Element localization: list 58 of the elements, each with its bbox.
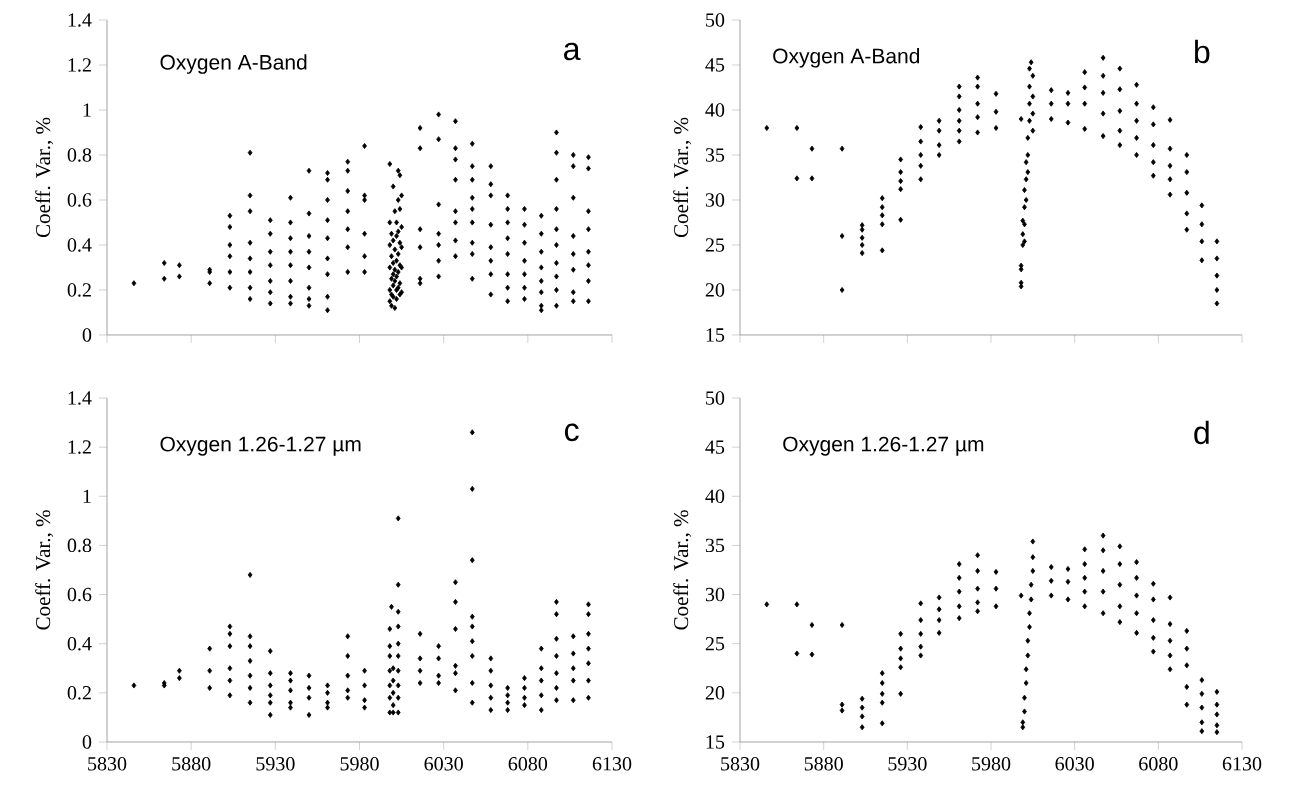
x-tick-label: 5880 xyxy=(804,757,843,771)
text: Oxygen 1.26-1.27 µm xyxy=(160,436,361,456)
x-tick-label: 5930 xyxy=(256,757,295,771)
y-tick-label: 50 xyxy=(706,391,725,405)
y-tick-label: 0.4 xyxy=(67,636,92,651)
y-tick-label: 15 xyxy=(706,735,725,749)
y-tick-label: 30 xyxy=(705,193,725,207)
y-tick-label: 0.2 xyxy=(67,686,91,700)
annotation: c xyxy=(564,423,579,442)
x-tick-label: 5930 xyxy=(888,757,927,771)
x-tick-label: 6030 xyxy=(1055,757,1094,771)
y-tick-label: 45 xyxy=(705,440,725,454)
y-tick-label: 30 xyxy=(705,587,725,602)
text: Oxygen 1.26-1.27 µm xyxy=(783,436,984,456)
y-tick-label: 0.2 xyxy=(67,283,91,297)
y-tick-label: 0.6 xyxy=(67,587,92,602)
y-tick-label: 0 xyxy=(82,735,92,749)
annotation: a xyxy=(564,42,581,61)
y-axis-title: Coeff. Var., % xyxy=(35,510,54,630)
y-tick-label: 25 xyxy=(705,238,725,252)
y-tick-label: 15 xyxy=(706,328,725,342)
x-tick-label: 6030 xyxy=(424,757,463,771)
y-tick-label: 40 xyxy=(705,489,725,504)
y-axis-title: Coeff. Var., % xyxy=(673,510,692,630)
y-tick-label: 1.4 xyxy=(68,13,92,27)
annotation: b xyxy=(1195,39,1210,64)
x-tick-label: 5880 xyxy=(172,757,211,771)
x-tick-label: 6080 xyxy=(1139,757,1178,771)
text: Oxygen A-Band xyxy=(773,48,920,68)
y-tick-label: 25 xyxy=(705,636,725,651)
y-tick-label: 35 xyxy=(705,538,725,553)
y-tick-label: 35 xyxy=(705,148,725,162)
y-tick-label: 0.6 xyxy=(67,193,92,207)
y-tick-label: 0.8 xyxy=(67,538,92,553)
y-tick-label: 20 xyxy=(705,686,725,700)
x-tick-label: 6080 xyxy=(508,757,548,771)
x-tick-label: 6130 xyxy=(592,757,632,771)
y-tick-label: 1 xyxy=(83,103,91,117)
y-axis-title: Coeff. Var., % xyxy=(35,117,54,238)
y-tick-label: 1.2 xyxy=(68,58,91,72)
x-tick-label: 5980 xyxy=(972,757,1011,771)
y-tick-label: 1.4 xyxy=(68,391,92,405)
y-tick-label: 45 xyxy=(705,58,725,72)
x-tick-label: 6130 xyxy=(1222,757,1262,771)
text: Oxygen A-Band xyxy=(160,54,307,74)
x-tick-label: 5980 xyxy=(340,757,379,771)
y-tick-label: 0.8 xyxy=(67,148,92,162)
x-tick-label: 5830 xyxy=(88,757,127,771)
y-tick-label: 1.2 xyxy=(68,440,91,454)
y-tick-label: 0.4 xyxy=(67,238,92,252)
annotation: d xyxy=(1194,420,1209,445)
y-tick-label: 1 xyxy=(83,489,91,503)
y-tick-label: 40 xyxy=(705,103,725,117)
y-tick-label: 50 xyxy=(706,13,725,27)
y-tick-label: 20 xyxy=(705,283,725,297)
y-axis-title: Coeff. Var., % xyxy=(673,117,692,238)
x-tick-label: 5830 xyxy=(721,757,760,771)
y-tick-label: 0 xyxy=(82,328,92,342)
